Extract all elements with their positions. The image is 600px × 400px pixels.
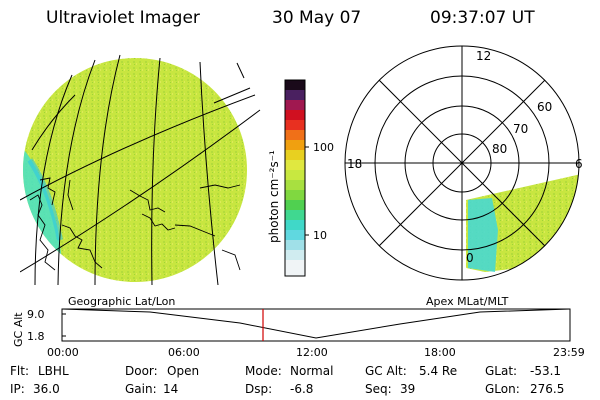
altitude-curve <box>61 308 571 339</box>
timeline-ylabel: GC Alt <box>12 312 25 347</box>
glon-value: 276.5 <box>530 382 565 396</box>
y-tick-1-8: 1.8 <box>27 330 45 343</box>
x-tick-1800: 18:00 <box>424 346 456 359</box>
seq-value: 39 <box>400 382 416 396</box>
glat-label: GLat: <box>485 364 518 378</box>
seq-label: Seq: <box>365 382 392 396</box>
gain-value: 14 <box>163 382 179 396</box>
gc-alt-value: 5.4 Re <box>419 364 458 378</box>
flt-value: LBHL <box>38 364 69 378</box>
apex-projection-label: Apex MLat/MLT <box>426 295 509 308</box>
y-tick-9: 9.0 <box>27 308 45 321</box>
colorbar-tick-100: 100 <box>313 141 334 154</box>
time-label: 09:37:07 UT <box>430 8 535 28</box>
door-label: Door: <box>125 364 158 378</box>
glon-label: GLon: <box>485 382 520 396</box>
ip-label: IP: <box>10 382 25 396</box>
gain-label: Gain: <box>125 382 157 396</box>
x-tick-1200: 12:00 <box>296 346 328 359</box>
flt-label: Flt: <box>10 364 29 378</box>
x-tick-2359: 23:59 <box>553 346 585 359</box>
door-value: Open <box>167 364 200 378</box>
lat-80-label: 80 <box>492 142 507 156</box>
mlt-12-label: 12 <box>476 49 491 63</box>
color-bar <box>284 79 309 277</box>
outer-grid-lines <box>213 62 251 104</box>
mlt-0-label: 0 <box>466 251 474 265</box>
mode-label: Mode: <box>245 364 282 378</box>
polar-cyan-band <box>468 198 498 272</box>
altitude-timeline <box>61 308 571 342</box>
mlt-18-label: 18 <box>347 157 362 171</box>
coastlines <box>29 177 241 271</box>
instrument-title: Ultraviolet Imager <box>46 8 200 28</box>
mode-value: Normal <box>290 364 334 378</box>
lat-60-label: 60 <box>537 100 552 114</box>
polar-plot <box>344 45 580 281</box>
x-tick-0000: 00:00 <box>47 346 79 359</box>
dsp-value: -6.8 <box>290 382 314 396</box>
date-label: 30 May 07 <box>272 8 362 28</box>
colorbar-unit-label: photon cm⁻²s⁻¹ <box>267 150 281 243</box>
meridian-lines <box>34 54 219 286</box>
glat-value: -53.1 <box>530 364 562 378</box>
x-tick-0600: 06:00 <box>168 346 200 359</box>
mlt-6-label: 6 <box>575 157 583 171</box>
gc-alt-label: GC Alt: <box>365 364 407 378</box>
geographic-projection-label: Geographic Lat/Lon <box>68 295 175 308</box>
ip-value: 36.0 <box>33 382 60 396</box>
geographic-image <box>20 54 261 286</box>
colorbar-tick-10: 10 <box>313 229 327 242</box>
polar-grid <box>344 45 580 281</box>
lat-70-label: 70 <box>513 122 528 136</box>
dsp-label: Dsp: <box>245 382 273 396</box>
